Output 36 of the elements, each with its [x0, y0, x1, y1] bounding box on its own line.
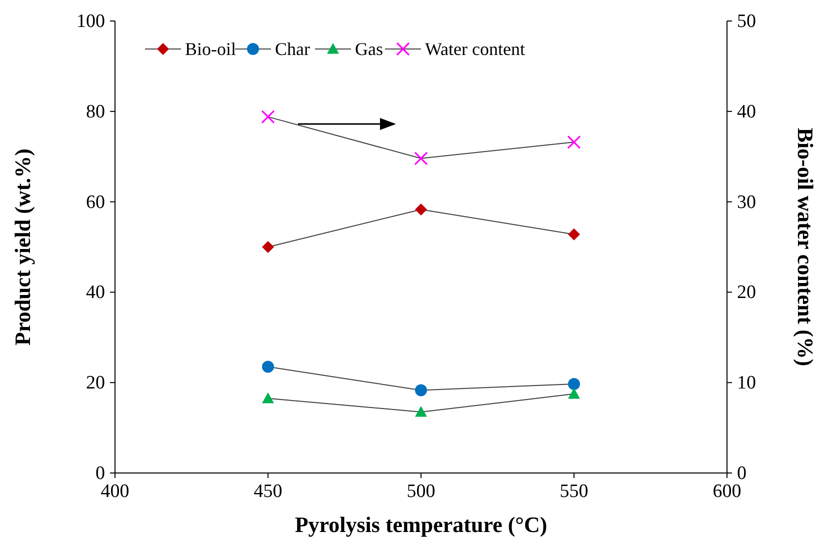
y2-tick-label: 30 — [737, 192, 756, 213]
point — [414, 152, 428, 166]
y-tick-label: 40 — [86, 282, 105, 304]
x-tick-label: 500 — [406, 481, 436, 502]
point — [568, 378, 580, 390]
y-tick-label: 0 — [96, 463, 105, 484]
y2-tick-label: 50 — [737, 11, 756, 32]
y-tick-label: 80 — [86, 101, 105, 122]
legend-label: Gas — [355, 39, 383, 59]
point — [262, 360, 274, 373]
y-tick-label: 60 — [86, 192, 105, 213]
point — [568, 388, 580, 399]
x-tick-label: 400 — [100, 481, 130, 502]
point — [568, 228, 580, 240]
y2-tick-label: 20 — [737, 282, 756, 304]
x-tick-label: 450 — [254, 481, 282, 502]
legend-label: Char — [275, 39, 310, 59]
point — [415, 406, 427, 417]
y-tick-label: 100 — [76, 11, 105, 32]
x-tick-label: 550 — [560, 481, 588, 502]
x-tick-label: 600 — [712, 481, 742, 502]
y2-axis-title: Bio-oil water content (%) — [793, 128, 818, 366]
point — [261, 110, 275, 124]
point — [262, 392, 274, 404]
point — [415, 203, 427, 216]
point — [262, 241, 274, 253]
legend-label: Water content — [425, 39, 526, 59]
x-axis-title: Pyrolysis temperature (°C) — [294, 512, 548, 537]
y-axis-title: Product yield (wt.%) — [10, 148, 35, 346]
legend-label: Bio-oil — [185, 39, 236, 59]
y2-tick-label: 10 — [737, 372, 756, 394]
y2-tick-label: 40 — [737, 101, 756, 122]
y-tick-label: 20 — [86, 372, 105, 394]
point — [567, 135, 581, 149]
point — [415, 384, 427, 396]
y2-tick-label: 0 — [737, 463, 746, 484]
